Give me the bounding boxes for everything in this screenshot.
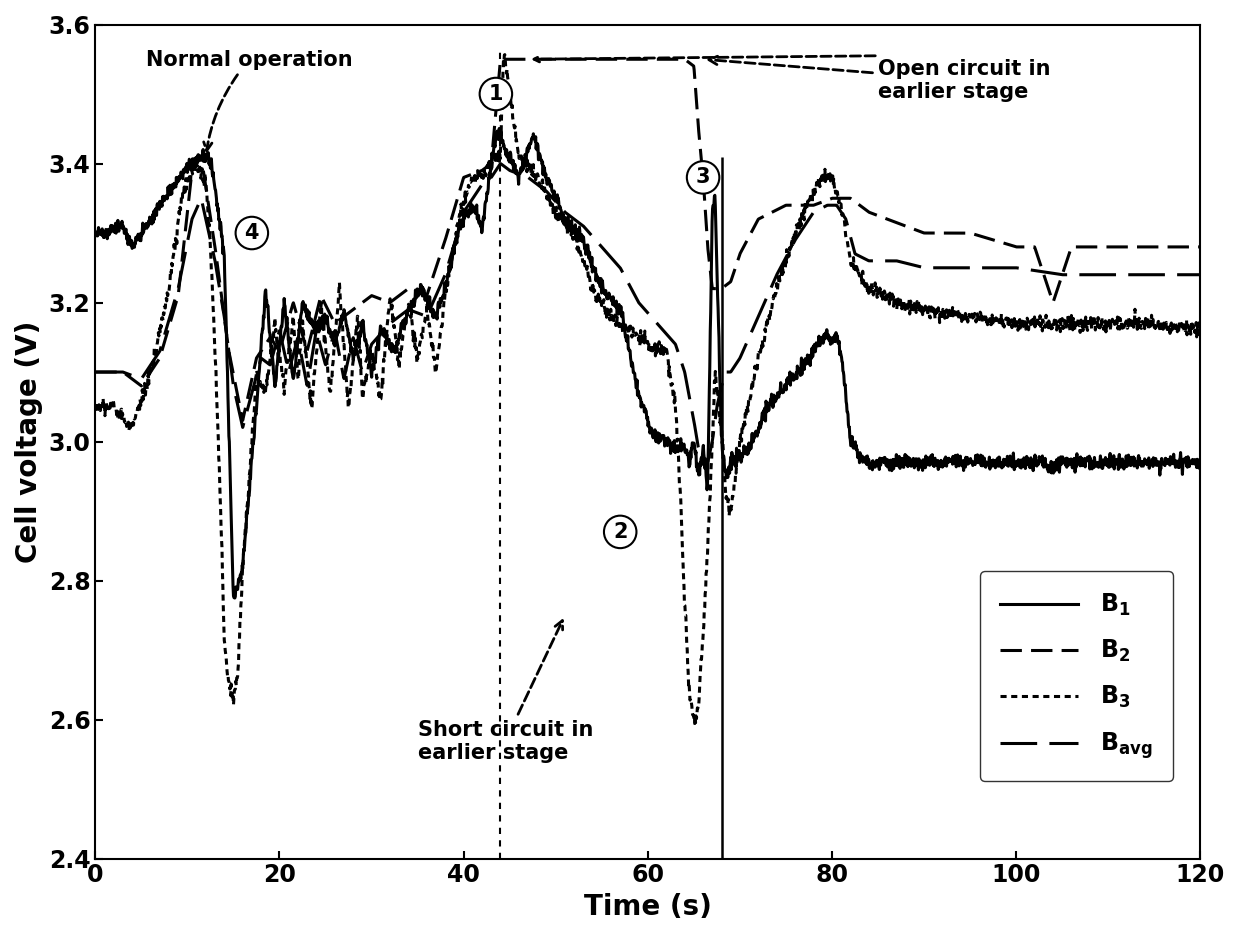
$\mathbf{B_1}$ <box>1024 456 1039 467</box>
$\mathbf{B_2}$ <box>241 392 255 403</box>
$\mathbf{B_3}$ <box>118 417 133 429</box>
$\mathbf{B_{avg}}$ <box>174 271 188 283</box>
$\mathbf{B_2}$ <box>1024 241 1039 253</box>
$\mathbf{B_{avg}}$ <box>210 264 224 275</box>
$\mathbf{B_2}$ <box>590 53 605 65</box>
$\mathbf{B_2}$ <box>1193 241 1208 253</box>
$\mathbf{B_1}$ <box>174 171 188 183</box>
$\mathbf{B_2}$ <box>210 252 224 263</box>
$\mathbf{B_1}$ <box>241 503 255 514</box>
Legend: $\mathbf{B_1}$, $\mathbf{B_2}$, $\mathbf{B_3}$, $\mathbf{B_{avg}}$: $\mathbf{B_1}$, $\mathbf{B_2}$, $\mathbf… <box>980 572 1173 781</box>
Text: 2: 2 <box>613 522 627 542</box>
$\mathbf{B_{avg}}$ <box>590 236 605 247</box>
$\mathbf{B_{avg}}$ <box>701 457 715 468</box>
$\mathbf{B_1}$ <box>1193 460 1208 471</box>
Text: 3: 3 <box>696 168 711 187</box>
Text: Open circuit in
earlier stage: Open circuit in earlier stage <box>709 56 1050 102</box>
$\mathbf{B_3}$ <box>1024 318 1039 329</box>
Line: $\mathbf{B_2}$: $\mathbf{B_2}$ <box>95 59 1200 420</box>
$\mathbf{B_{avg}}$ <box>239 404 254 416</box>
$\mathbf{B_2}$ <box>174 269 188 280</box>
$\mathbf{B_3}$ <box>88 405 103 417</box>
$\mathbf{B_{avg}}$ <box>1024 265 1039 276</box>
X-axis label: Time (s): Time (s) <box>584 893 712 921</box>
$\mathbf{B_1}$ <box>210 193 224 204</box>
$\mathbf{B_3}$ <box>174 204 188 215</box>
Text: 1: 1 <box>489 84 503 104</box>
Line: $\mathbf{B_3}$: $\mathbf{B_3}$ <box>95 54 1200 724</box>
$\mathbf{B_2}$ <box>236 415 250 426</box>
$\mathbf{B_{avg}}$ <box>118 368 133 379</box>
$\mathbf{B_2}$ <box>88 366 103 377</box>
Y-axis label: Cell voltage (V): Cell voltage (V) <box>15 320 43 563</box>
$\mathbf{B_1}$ <box>227 592 242 604</box>
$\mathbf{B_3}$ <box>590 289 605 300</box>
$\mathbf{B_3}$ <box>497 49 512 60</box>
Text: Normal operation: Normal operation <box>146 50 352 151</box>
Line: $\mathbf{B_{avg}}$: $\mathbf{B_{avg}}$ <box>95 164 1200 462</box>
$\mathbf{B_3}$ <box>239 499 254 510</box>
$\mathbf{B_1}$ <box>492 123 507 134</box>
$\mathbf{B_{avg}}$ <box>1193 270 1208 281</box>
$\mathbf{B_2}$ <box>494 53 508 65</box>
$\mathbf{B_2}$ <box>118 369 133 380</box>
$\mathbf{B_1}$ <box>88 227 103 239</box>
Line: $\mathbf{B_1}$: $\mathbf{B_1}$ <box>95 128 1200 598</box>
$\mathbf{B_3}$ <box>210 387 224 398</box>
$\mathbf{B_{avg}}$ <box>88 366 103 377</box>
$\mathbf{B_{avg}}$ <box>494 158 508 169</box>
$\mathbf{B_1}$ <box>590 271 605 283</box>
$\mathbf{B_3}$ <box>1193 320 1208 331</box>
$\mathbf{B_1}$ <box>118 224 133 235</box>
$\mathbf{B_3}$ <box>687 718 702 729</box>
Text: 4: 4 <box>244 223 259 243</box>
Text: Short circuit in
earlier stage: Short circuit in earlier stage <box>418 621 593 763</box>
